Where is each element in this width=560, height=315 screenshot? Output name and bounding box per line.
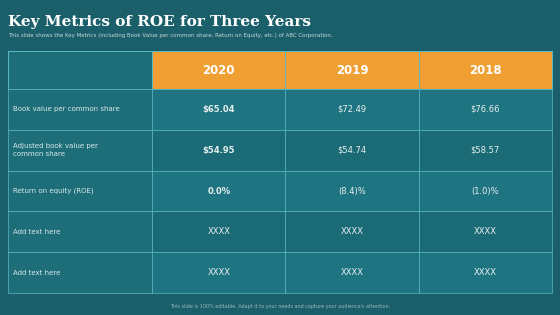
Bar xyxy=(286,51,419,89)
Bar xyxy=(8,211,152,252)
Bar xyxy=(286,89,419,130)
Text: XXXX: XXXX xyxy=(474,268,497,277)
Bar xyxy=(286,171,419,211)
Bar xyxy=(8,51,152,89)
Text: $72.49: $72.49 xyxy=(338,105,367,114)
Text: XXXX: XXXX xyxy=(340,227,363,236)
Bar xyxy=(8,252,152,293)
Bar xyxy=(419,211,552,252)
Text: (1.0)%: (1.0)% xyxy=(472,186,499,196)
Text: This slide is 100% editable. Adapt it to your needs and capture your audience's : This slide is 100% editable. Adapt it to… xyxy=(170,304,390,309)
Text: $58.57: $58.57 xyxy=(471,146,500,155)
Bar xyxy=(419,51,552,89)
Bar xyxy=(152,171,286,211)
Text: $76.66: $76.66 xyxy=(470,105,500,114)
Text: Book value per common share: Book value per common share xyxy=(13,106,120,112)
Text: Return on equity (ROE): Return on equity (ROE) xyxy=(13,188,94,194)
Bar xyxy=(419,89,552,130)
Text: 0.0%: 0.0% xyxy=(207,186,230,196)
Text: 2018: 2018 xyxy=(469,64,502,77)
Bar xyxy=(152,211,286,252)
Bar xyxy=(419,252,552,293)
Text: (8.4)%: (8.4)% xyxy=(338,186,366,196)
Text: 2019: 2019 xyxy=(336,64,368,77)
Bar xyxy=(286,211,419,252)
Text: XXXX: XXXX xyxy=(474,227,497,236)
Text: Adjusted book value per
common share: Adjusted book value per common share xyxy=(13,143,98,157)
Bar xyxy=(419,130,552,171)
Text: $65.04: $65.04 xyxy=(203,105,235,114)
Text: XXXX: XXXX xyxy=(207,268,230,277)
Bar xyxy=(152,51,286,89)
Text: $54.74: $54.74 xyxy=(338,146,367,155)
Text: 2020: 2020 xyxy=(203,64,235,77)
Bar xyxy=(152,130,286,171)
Bar xyxy=(286,252,419,293)
Text: Key Metrics of ROE for Three Years: Key Metrics of ROE for Three Years xyxy=(8,15,311,29)
Bar xyxy=(8,89,152,130)
Bar xyxy=(152,252,286,293)
Bar xyxy=(419,171,552,211)
Bar xyxy=(8,171,152,211)
Bar xyxy=(152,89,286,130)
Text: This slide shows the Key Metrics (including Book Value per common share, Return : This slide shows the Key Metrics (includ… xyxy=(8,33,333,38)
Text: XXXX: XXXX xyxy=(207,227,230,236)
Bar xyxy=(286,130,419,171)
Text: Add text here: Add text here xyxy=(13,270,60,276)
Text: Add text here: Add text here xyxy=(13,229,60,235)
Text: $54.95: $54.95 xyxy=(203,146,235,155)
Text: XXXX: XXXX xyxy=(340,268,363,277)
Bar xyxy=(8,130,152,171)
